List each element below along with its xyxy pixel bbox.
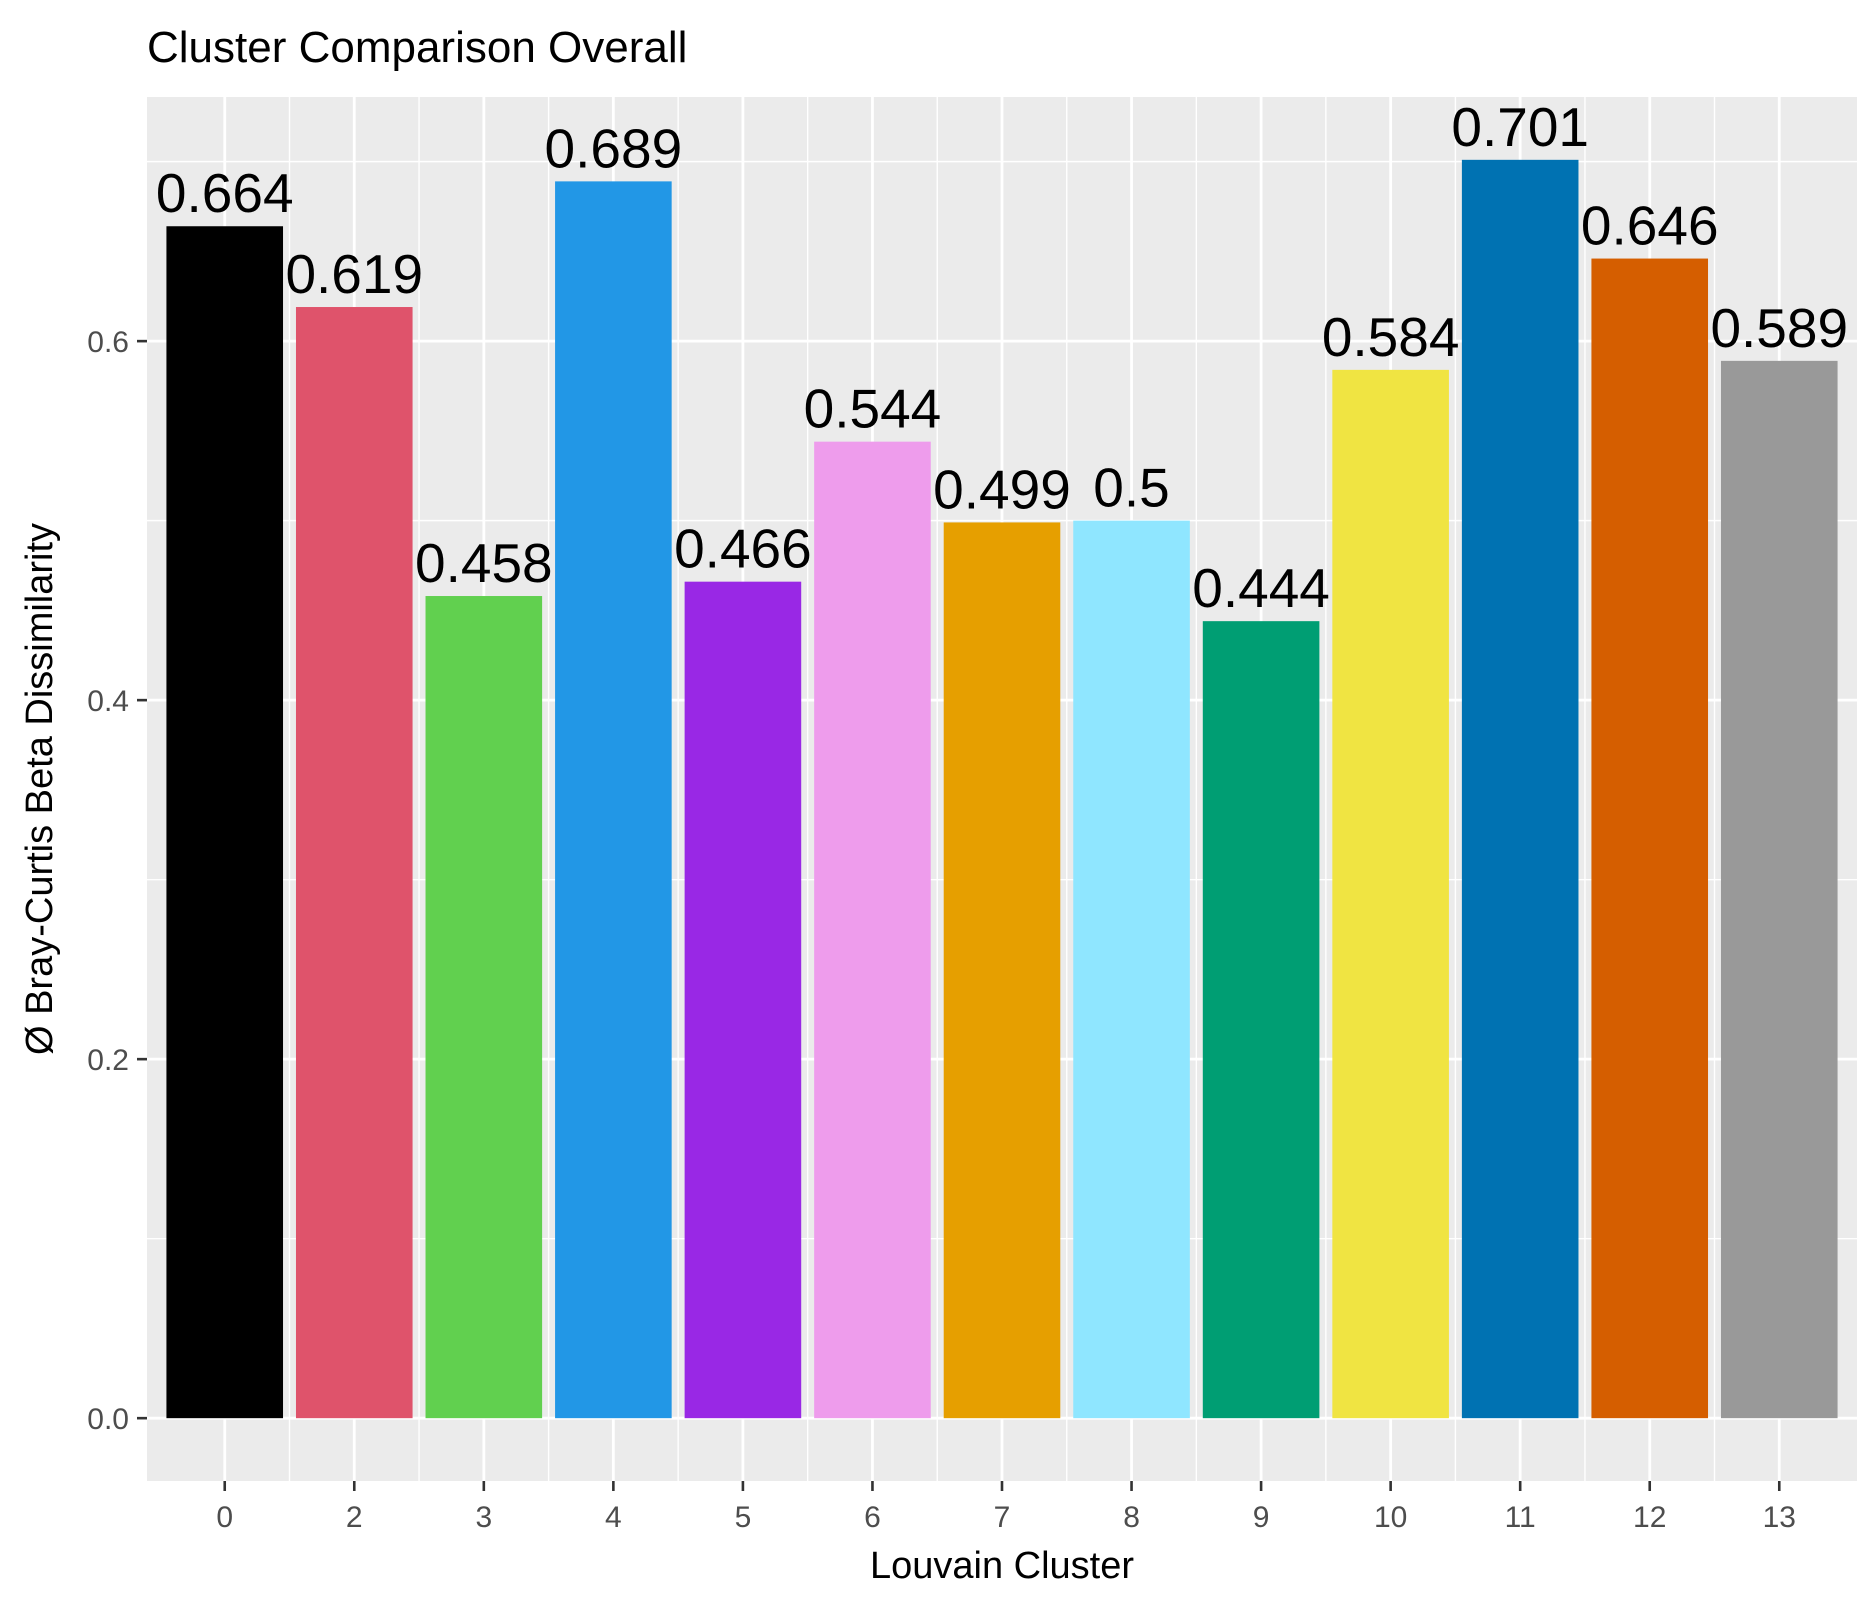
x-tick-label: 7: [994, 1501, 1011, 1534]
bar-value-label-7: 0.499: [933, 458, 1071, 520]
bar-value-label-5: 0.466: [674, 518, 812, 580]
x-tick-label: 11: [1505, 1501, 1536, 1534]
x-tick-label: 6: [864, 1501, 881, 1534]
x-axis: 0 2 3 4 5 6 7 8 9 10 11 12 13: [216, 1481, 1796, 1534]
bar-11: [1461, 159, 1579, 1419]
bar-value-label-9: 0.444: [1192, 557, 1330, 619]
x-tick-label: 13: [1763, 1501, 1796, 1534]
x-tick-label: 3: [475, 1501, 492, 1534]
x-tick-label: 4: [605, 1501, 622, 1534]
y-tick-label: 0.6: [87, 326, 129, 359]
bar-value-label-13: 0.589: [1710, 297, 1848, 359]
bar-value-label-8: 0.5: [1093, 457, 1169, 519]
x-tick-label: 5: [735, 1501, 752, 1534]
x-axis-title: Louvain Cluster: [870, 1545, 1134, 1587]
bar-value-label-0: 0.664: [156, 162, 294, 224]
x-tick-label: 12: [1633, 1501, 1666, 1534]
bar-10: [1332, 369, 1449, 1419]
chart-title: Cluster Comparison Overall: [147, 23, 687, 72]
y-tick-label: 0.2: [87, 1044, 129, 1077]
x-tick-label: 2: [346, 1501, 363, 1534]
x-tick-label: 10: [1374, 1501, 1407, 1534]
bar-value-labels: 0.664 0.619 0.458 0.689 0.466 0.544 0.499 0.5 0.…: [156, 96, 1848, 619]
bar-0: [166, 226, 284, 1419]
x-tick-label: 8: [1123, 1501, 1140, 1534]
bar-6: [814, 441, 931, 1419]
bars: [166, 159, 1838, 1419]
bar-value-label-3: 0.458: [415, 532, 553, 594]
y-axis: 0.0 0.2 0.4 0.6: [87, 326, 147, 1436]
bar-3: [425, 596, 543, 1419]
bar-9: [1202, 621, 1320, 1419]
bar-2: [295, 307, 413, 1419]
bar-7: [943, 522, 1061, 1419]
x-tick-label: 9: [1253, 1501, 1270, 1534]
bar-value-label-6: 0.544: [804, 378, 942, 440]
bar-12: [1591, 258, 1709, 1419]
bar-value-label-12: 0.646: [1581, 195, 1719, 257]
x-tick-label: 0: [216, 1501, 233, 1534]
bar-5: [684, 581, 802, 1419]
bar-value-label-2: 0.619: [285, 243, 423, 305]
y-tick-label: 0.4: [87, 685, 129, 718]
y-tick-label: 0.0: [87, 1403, 129, 1436]
bar-value-label-10: 0.584: [1322, 306, 1460, 368]
y-axis-title: Ø Bray-Curtis Beta Dissimilarity: [19, 523, 61, 1055]
bar-8: [1073, 520, 1190, 1419]
bar-value-label-11: 0.701: [1451, 96, 1589, 158]
bar-4: [555, 181, 672, 1419]
bar-value-label-4: 0.689: [545, 117, 683, 179]
bar-13: [1720, 360, 1838, 1419]
